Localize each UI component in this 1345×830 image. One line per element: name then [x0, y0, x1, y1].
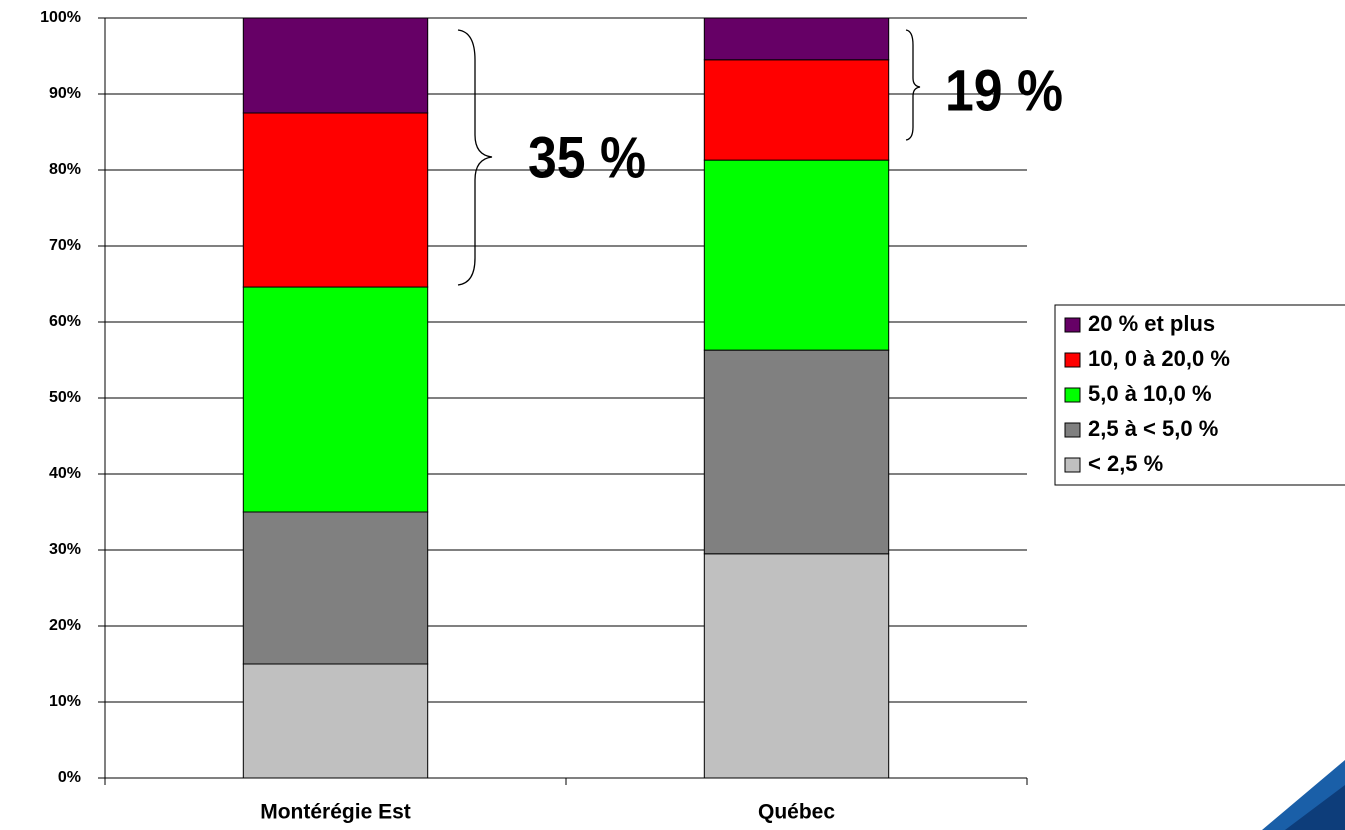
bar-segment [242, 663, 429, 779]
legend-label: 10, 0 à 20,0 % [1088, 346, 1230, 371]
y-tick-label: 40% [49, 465, 81, 482]
bar-segment [242, 511, 429, 665]
y-tick-label: 90% [49, 85, 81, 102]
annotation: 35 % [528, 125, 646, 190]
y-tick-label: 100% [40, 9, 81, 26]
y-tick-label: 60% [49, 313, 81, 330]
y-tick-label: 70% [49, 237, 81, 254]
corner-decoration [1285, 785, 1345, 830]
legend-swatch [1064, 387, 1081, 403]
bar-segment [242, 17, 429, 114]
x-tick-label: Montérégie Est [260, 801, 411, 824]
bar-segment [703, 59, 890, 161]
bar-segment [703, 349, 890, 555]
bar-segment [703, 159, 890, 351]
bar-segment [703, 553, 890, 779]
legend-swatch [1064, 352, 1081, 368]
y-tick-label: 10% [49, 693, 81, 710]
bar-segment [242, 112, 429, 288]
legend-label: < 2,5 % [1088, 451, 1163, 476]
y-tick-label: 50% [49, 389, 81, 406]
legend-label: 5,0 à 10,0 % [1088, 381, 1212, 406]
legend-swatch [1064, 457, 1081, 473]
legend-swatch [1064, 317, 1081, 333]
brace [457, 29, 493, 286]
brace [905, 29, 921, 141]
legend-label: 20 % et plus [1088, 311, 1215, 336]
bar-segment [242, 286, 429, 513]
legend-box [1054, 304, 1345, 486]
bar-segment [703, 17, 890, 61]
y-tick-label: 80% [49, 161, 81, 178]
legend-label: 2,5 à < 5,0 % [1088, 416, 1218, 441]
y-tick-label: 30% [49, 541, 81, 558]
y-tick-label: 20% [49, 617, 81, 634]
x-tick-label: Québec [758, 801, 835, 824]
annotation: 19 % [945, 58, 1063, 123]
legend-swatch [1064, 422, 1081, 438]
y-tick-label: 0% [58, 769, 81, 786]
